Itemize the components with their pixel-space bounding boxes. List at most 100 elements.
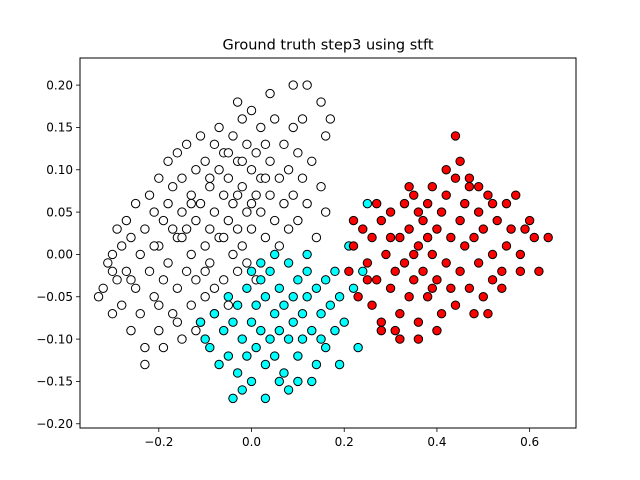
data-point xyxy=(237,334,247,344)
data-point xyxy=(385,207,396,217)
data-point xyxy=(344,266,354,277)
data-point xyxy=(446,232,456,243)
data-point xyxy=(237,114,247,124)
data-point xyxy=(501,198,512,209)
data-point xyxy=(543,232,553,243)
data-point xyxy=(223,300,234,310)
data-point xyxy=(242,139,252,150)
data-point xyxy=(473,182,484,192)
data-point xyxy=(237,156,247,167)
data-point xyxy=(191,215,201,226)
data-point xyxy=(316,97,326,107)
data-point xyxy=(492,215,502,226)
data-point xyxy=(195,198,206,209)
data-point xyxy=(144,266,155,277)
data-point xyxy=(293,215,303,226)
data-point xyxy=(302,80,312,90)
data-point xyxy=(126,232,136,243)
data-point xyxy=(353,342,363,353)
data-point xyxy=(478,292,488,302)
data-point xyxy=(497,266,507,277)
data-point xyxy=(274,325,285,336)
data-point xyxy=(223,148,234,158)
data-point xyxy=(334,292,345,302)
data-point xyxy=(158,342,169,353)
data-point xyxy=(404,182,414,192)
data-point xyxy=(246,105,257,116)
data-point xyxy=(293,376,303,387)
series-group xyxy=(195,198,373,404)
data-point xyxy=(186,190,196,200)
data-point xyxy=(302,198,312,209)
data-point xyxy=(409,275,419,285)
data-point xyxy=(473,258,484,268)
data-point xyxy=(232,266,243,277)
data-point xyxy=(348,241,359,251)
data-point xyxy=(390,325,400,336)
data-point xyxy=(529,232,539,243)
data-point xyxy=(269,114,280,124)
data-point xyxy=(117,300,127,310)
data-point xyxy=(427,283,437,293)
data-point xyxy=(376,325,387,336)
data-point xyxy=(381,249,391,260)
data-point xyxy=(302,249,312,260)
data-point xyxy=(107,309,118,319)
data-point xyxy=(339,317,349,327)
data-point xyxy=(362,198,373,209)
data-point xyxy=(237,241,247,251)
data-point xyxy=(367,300,377,310)
data-point xyxy=(228,393,238,404)
data-point xyxy=(279,139,289,150)
data-point xyxy=(242,258,252,268)
data-point xyxy=(219,232,229,243)
data-point xyxy=(154,173,164,183)
data-point xyxy=(399,258,410,268)
data-point xyxy=(385,283,396,293)
y-tick-label: −0.15 xyxy=(36,375,73,389)
data-point xyxy=(288,190,298,200)
data-point xyxy=(149,241,159,251)
data-point xyxy=(158,275,169,285)
data-point xyxy=(283,224,294,234)
data-point xyxy=(432,325,442,336)
y-tick-label: −0.20 xyxy=(36,417,73,431)
data-point xyxy=(260,359,271,370)
data-point xyxy=(330,325,340,336)
data-point xyxy=(427,249,437,260)
data-point xyxy=(121,266,132,277)
points-layer xyxy=(93,80,553,404)
data-point xyxy=(325,300,336,310)
data-point xyxy=(232,224,243,234)
data-point xyxy=(413,334,424,344)
data-point xyxy=(450,173,461,183)
chart-title: Ground truth step3 using stft xyxy=(222,38,433,54)
data-point xyxy=(269,309,280,319)
x-tick-label: 0.6 xyxy=(520,435,539,449)
data-point xyxy=(297,334,308,344)
data-point xyxy=(274,376,285,387)
data-point xyxy=(223,351,234,361)
data-point xyxy=(177,173,187,183)
series-group xyxy=(93,80,336,370)
data-point xyxy=(390,266,400,277)
data-point xyxy=(223,215,234,226)
data-point xyxy=(228,198,238,209)
data-point xyxy=(251,342,261,353)
data-point xyxy=(455,215,465,226)
data-point xyxy=(265,334,275,344)
data-point xyxy=(353,292,363,302)
data-point xyxy=(367,232,377,243)
data-point xyxy=(297,309,308,319)
data-point xyxy=(107,249,118,260)
data-point xyxy=(409,190,419,200)
data-point xyxy=(256,207,266,217)
data-point xyxy=(256,325,266,336)
data-point xyxy=(98,283,108,293)
data-point xyxy=(126,325,136,336)
data-point xyxy=(246,266,257,277)
data-point xyxy=(404,292,414,302)
data-point xyxy=(223,173,234,183)
data-point xyxy=(297,114,308,124)
